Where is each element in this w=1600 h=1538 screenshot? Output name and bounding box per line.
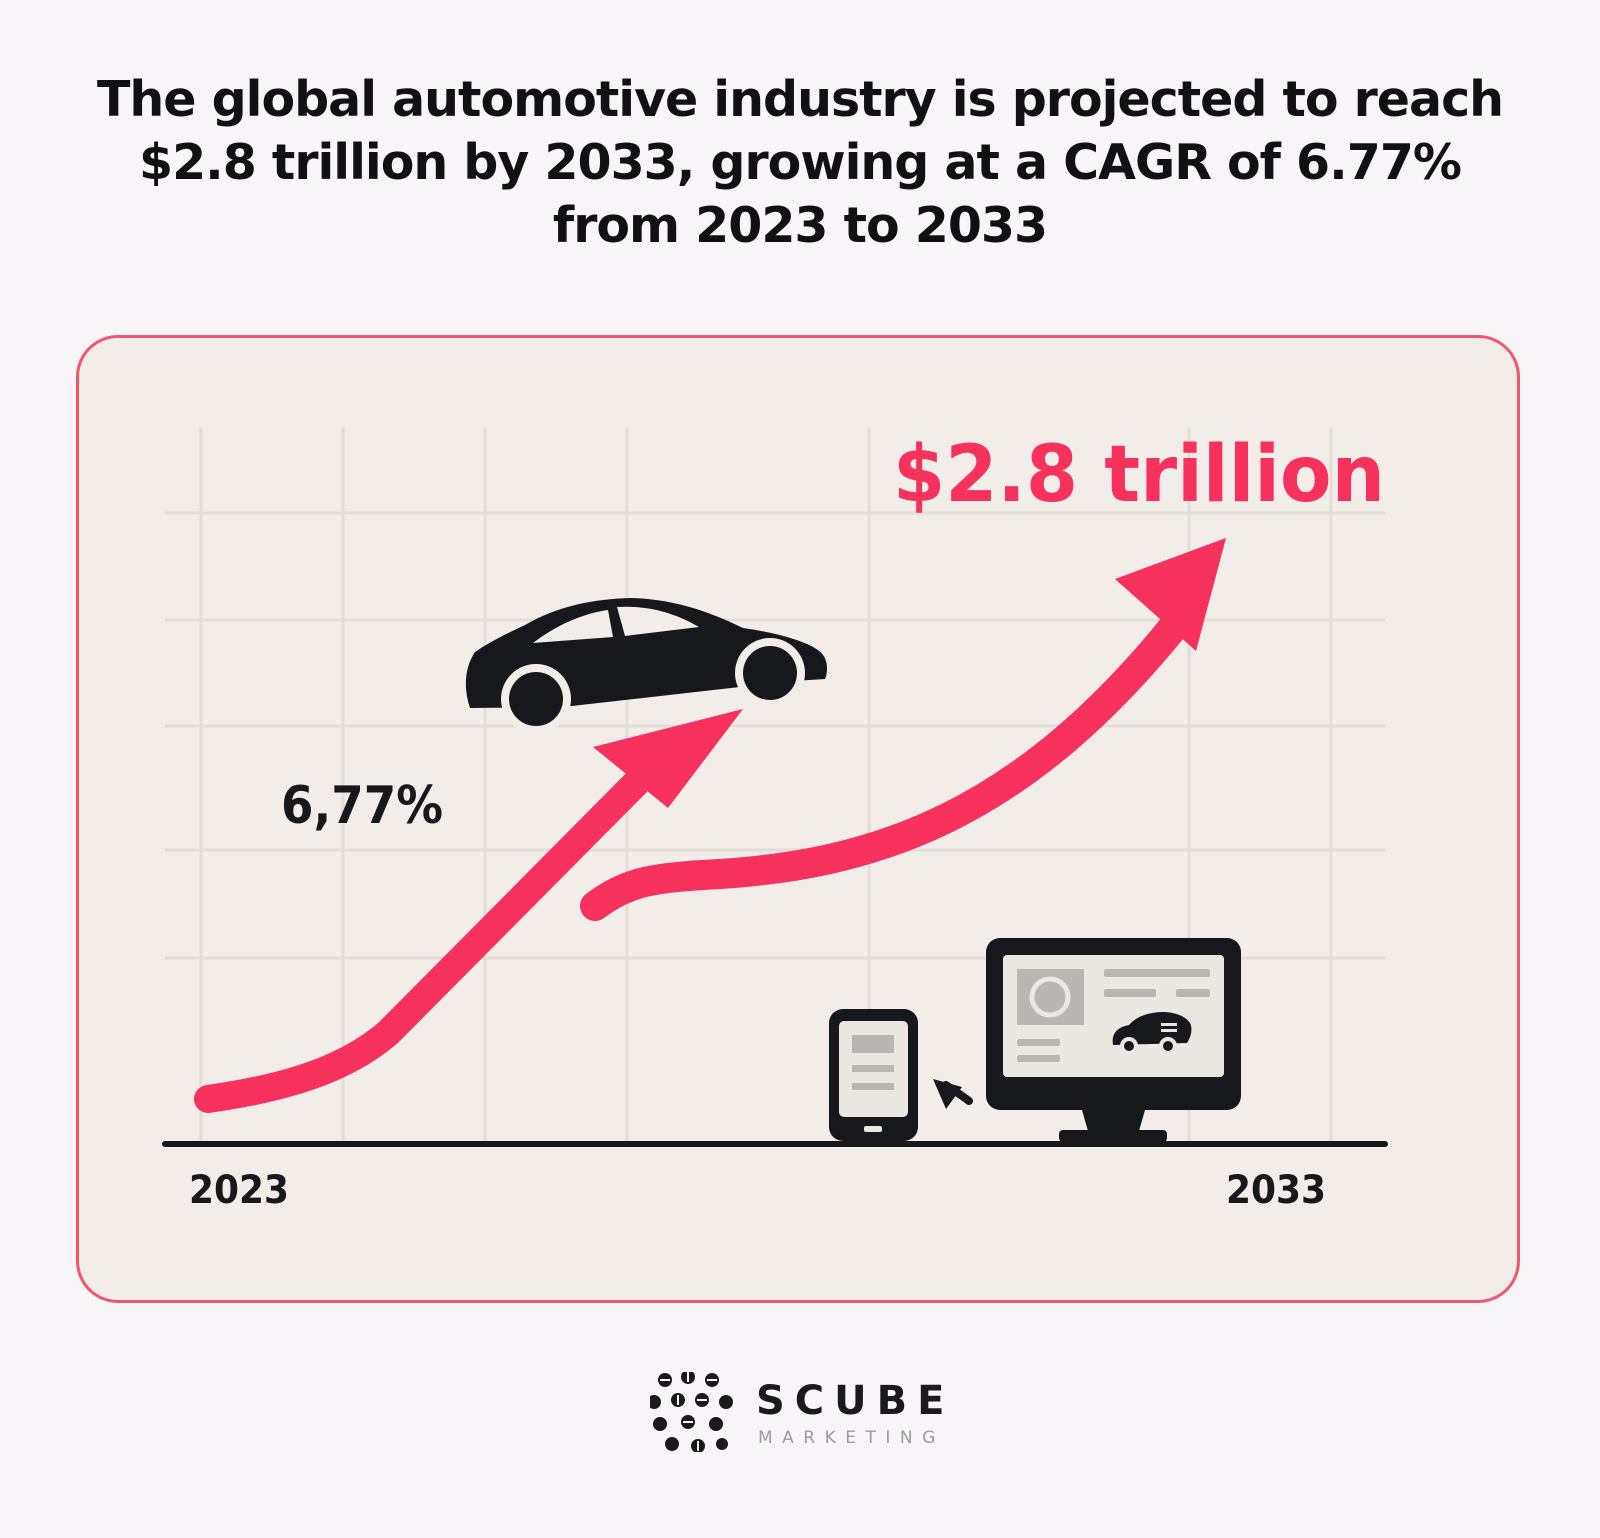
x-tick-start: 2023 xyxy=(189,1168,289,1213)
growth-arrow-long-head xyxy=(1115,538,1226,651)
brand-tagline: MARKETING xyxy=(758,1428,945,1448)
brand-logo: SCUBE MARKETING xyxy=(650,1372,970,1452)
brand-name: SCUBE xyxy=(756,1378,955,1424)
arrow-icon xyxy=(933,1079,973,1109)
page-title: The global automotive industry is projec… xyxy=(96,71,1504,254)
x-tick-end: 2033 xyxy=(1226,1168,1326,1213)
end-value-label: $2.8 trillion xyxy=(893,430,1385,520)
chart-card: $2.8 trillion 6,77% 2023 2033 xyxy=(76,335,1520,1303)
cagr-label: 6,77% xyxy=(281,776,443,836)
smartphone-icon xyxy=(829,1009,918,1141)
growth-arrow-short xyxy=(194,747,672,1113)
car-icon xyxy=(465,598,827,734)
scube-logo-icon xyxy=(650,1372,733,1452)
growth-arrow-long xyxy=(580,600,1198,921)
monitor-icon xyxy=(986,938,1241,1142)
growth-chart: $2.8 trillion 6,77% 2023 2033 xyxy=(162,428,1388,1213)
growth-arrow-short-head xyxy=(593,709,743,808)
